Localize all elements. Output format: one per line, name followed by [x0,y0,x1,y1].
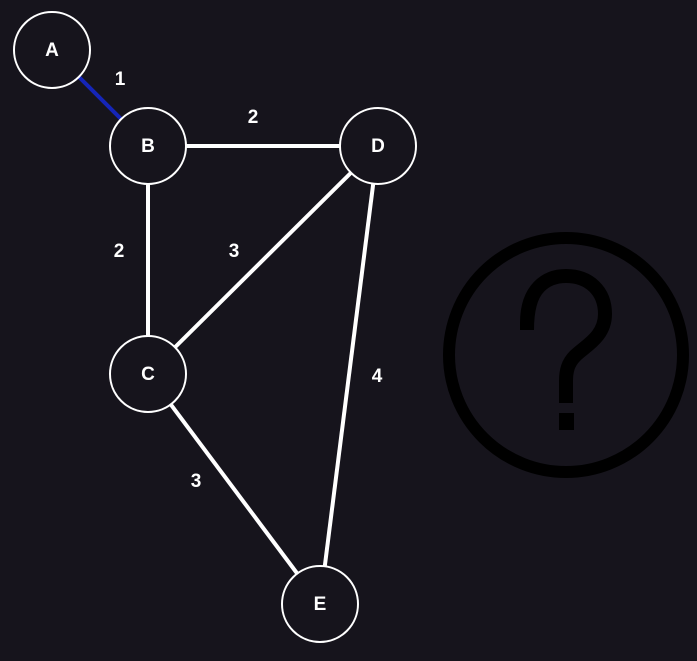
node-label-a: A [45,40,59,61]
node-c[interactable]: C [109,335,187,413]
node-label-b: B [141,136,155,157]
node-label-e: E [314,594,327,615]
node-circle-c[interactable] [109,335,187,413]
node-d[interactable]: D [339,107,417,185]
edges-layer [50,48,380,606]
node-circle-b[interactable] [109,107,187,185]
edge-weight-a-b: 1 [115,69,126,90]
edge-weight-b-d: 2 [248,107,259,128]
node-circle-e[interactable] [281,565,359,643]
node-b[interactable]: B [109,107,187,185]
edge-weight-c-e: 3 [191,471,202,492]
node-circle-d[interactable] [339,107,417,185]
node-circle-a[interactable] [13,11,91,89]
question-mark-icon[interactable] [443,232,689,478]
edge-weight-c-d: 3 [229,241,240,262]
edge-c-d[interactable] [146,144,380,376]
node-label-d: D [371,136,385,157]
edge-weight-d-e: 4 [372,366,383,387]
node-e[interactable]: E [281,565,359,643]
edge-d-e[interactable] [318,145,380,605]
edge-weight-b-c: 2 [114,241,125,262]
node-a[interactable]: A [13,11,91,89]
edge-labels-layer: 1 2 2 3 4 3 [114,69,383,492]
node-label-c: C [141,364,155,385]
edge-c-e[interactable] [146,372,322,606]
nodes-layer: A B C D E [13,11,417,643]
